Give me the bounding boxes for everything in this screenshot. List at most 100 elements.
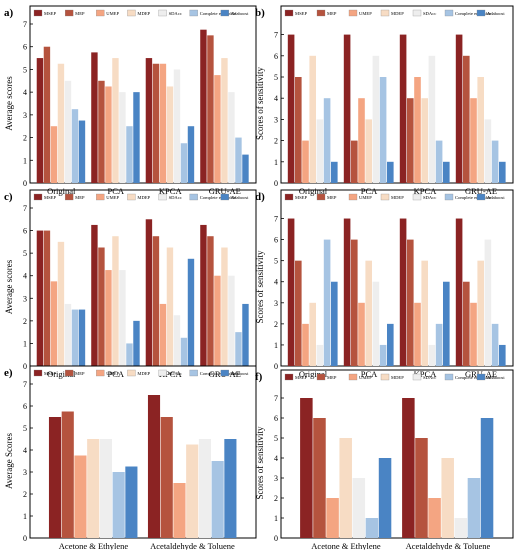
panel-e: e) MSEP MEP UMEP MDEP SDAcc Complete ensembleA… <box>4 365 257 550</box>
legend-label-sdacc: SDAcc <box>169 195 182 200</box>
legend-swatch-msep <box>33 193 43 201</box>
bar-umep-gru-ae <box>470 302 477 366</box>
bar-mep-acetone-ethylene <box>313 418 326 538</box>
bar-msep-gru-ae <box>200 224 207 366</box>
bar-mep-acetaldehyde-toluene <box>415 438 428 538</box>
legend-label-msep: MSEP <box>44 195 56 200</box>
panel-f-ytick-label: 5 <box>274 434 278 443</box>
bar-msep-gru-ae <box>455 218 463 366</box>
legend-swatch-msep <box>33 369 43 377</box>
bar-complete-ensemble-pca <box>126 343 133 366</box>
panel-d-ytick-label: 5 <box>274 257 278 266</box>
bar-mep-acetaldehyde-toluene <box>160 417 173 538</box>
bar-sdacc-original <box>64 303 72 366</box>
legend-label-sdacc: SDAcc <box>169 11 182 16</box>
bar-msep-kpca <box>399 34 407 183</box>
bar-mdep-pca <box>112 58 119 184</box>
bar-mdep-acetaldehyde-toluene <box>186 444 199 538</box>
bar-umep-acetone-ethylene <box>326 498 339 538</box>
panel-d-legend: MSEP MEP UMEP MDEP SDAcc Complete ensembleAda… <box>284 193 505 201</box>
legend-swatch-umep <box>96 369 105 377</box>
bar-complete-ensemble-kpca <box>435 140 443 183</box>
panel-a-group-gru-ae <box>200 29 249 184</box>
bar-msep-kpca <box>399 218 407 366</box>
bar-sdacc-gru-ae <box>484 119 492 183</box>
panel-b-legend: MSEP MEP UMEP MDEP SDAcc Complete ensembleAda… <box>284 9 505 17</box>
legend-label-umep: UMEP <box>359 195 372 200</box>
bar-mep-original <box>43 230 51 366</box>
bar-mdep-kpca <box>421 260 428 366</box>
bar-adaboost-original <box>331 281 338 366</box>
legend-label-mdep: MDEP <box>137 11 150 16</box>
legend-label-mdep: MDEP <box>137 371 150 376</box>
panel-b-ytick-label: 5 <box>274 73 278 82</box>
bar-umep-acetaldehyde-toluene <box>428 498 441 538</box>
bar-complete-ensemble-acetaldehyde-toluene <box>467 478 481 538</box>
panel-d-xtick-label: Original <box>299 369 328 379</box>
panel-b-frame <box>280 5 514 184</box>
legend-label-sdacc: SDAcc <box>423 375 436 380</box>
bar-mdep-acetaldehyde-toluene <box>441 458 454 538</box>
panel-e-group-acetaldehyde-toluene <box>147 395 237 538</box>
panel-c-xtick-label: Original <box>47 369 76 379</box>
bar-complete-ensemble-gru-ae <box>491 140 499 183</box>
panel-c-ytick-label: 6 <box>23 227 27 236</box>
bar-sdacc-gru-ae <box>228 275 235 366</box>
legend-label-mdep: MDEP <box>391 195 404 200</box>
bar-umep-kpca <box>159 63 167 183</box>
panel-e-xtick-label: Acetaldehyde & Toluene <box>150 541 235 550</box>
bar-adaboost-gru-ae <box>242 303 249 366</box>
bar-msep-gru-ae <box>455 34 463 183</box>
bar-adaboost-pca <box>133 92 140 183</box>
bar-complete-ensemble-gru-ae <box>235 137 242 183</box>
bar-sdacc-original <box>316 344 324 366</box>
panel-c-group-kpca <box>145 219 195 366</box>
legend-swatch-sdacc <box>158 9 167 17</box>
panel-d-frame <box>280 189 514 367</box>
panel-a-group-kpca <box>145 58 195 184</box>
panel-e-ylabel: Average Scores <box>4 432 14 489</box>
panel-d-group-pca <box>343 218 394 366</box>
panel-c-xtick-label: KPCA <box>159 369 183 379</box>
bar-mdep-acetone-ethylene <box>339 438 352 538</box>
legend-label-umep: UMEP <box>106 195 119 200</box>
panel-f-frame <box>280 369 514 539</box>
panel-b-ytick-label: 0 <box>274 179 278 188</box>
panel-d-ylabel: Scores of sensitivity <box>255 250 265 323</box>
bar-mep-pca <box>351 140 358 183</box>
panel-b-group-original <box>287 34 338 183</box>
legend-swatch-umep <box>348 193 358 201</box>
panel-f-xtick-label: Acetaldehyde & Toluene <box>406 541 491 550</box>
bar-umep-original <box>302 140 309 183</box>
panel-a-xtick-label: GRU-AE <box>209 186 241 196</box>
panel-b-ytick-label: 3 <box>274 115 278 124</box>
panel-b-ytick-label: 4 <box>274 94 278 103</box>
legend-swatch-sdacc <box>158 193 167 201</box>
bar-umep-kpca <box>414 302 421 366</box>
bar-sdacc-pca <box>372 55 380 183</box>
panel-a-label: a) <box>4 7 14 19</box>
legend-swatch-mdep <box>380 9 390 17</box>
legend-swatch-umep <box>96 193 105 201</box>
panel-e-ytick-label: 1 <box>23 512 27 521</box>
bar-msep-acetaldehyde-toluene <box>147 395 161 538</box>
legend-label-msep: MSEP <box>44 11 56 16</box>
bar-adaboost-gru-ae <box>242 154 249 183</box>
panel-a-ytick-label: 6 <box>23 43 27 52</box>
legend-swatch-mep <box>316 193 326 201</box>
panel-f-ylabel: Scores of sensitivity <box>255 426 265 499</box>
bar-sdacc-original <box>64 80 72 183</box>
panel-c-group-pca <box>91 224 140 366</box>
bar-mdep-original <box>309 302 316 366</box>
bar-umep-pca <box>358 302 365 366</box>
panel-c-ytick-label: 3 <box>23 294 27 303</box>
bar-mep-pca <box>98 80 105 183</box>
bar-mep-pca <box>351 239 358 366</box>
legend-swatch-mep <box>64 369 74 377</box>
bar-mdep-kpca <box>421 98 428 183</box>
bar-complete-ensemble-acetone-ethylene <box>365 518 379 538</box>
bar-sdacc-kpca <box>173 69 181 183</box>
bar-umep-gru-ae <box>214 75 221 183</box>
panel-b-xtick-label: KPCA <box>414 186 438 196</box>
